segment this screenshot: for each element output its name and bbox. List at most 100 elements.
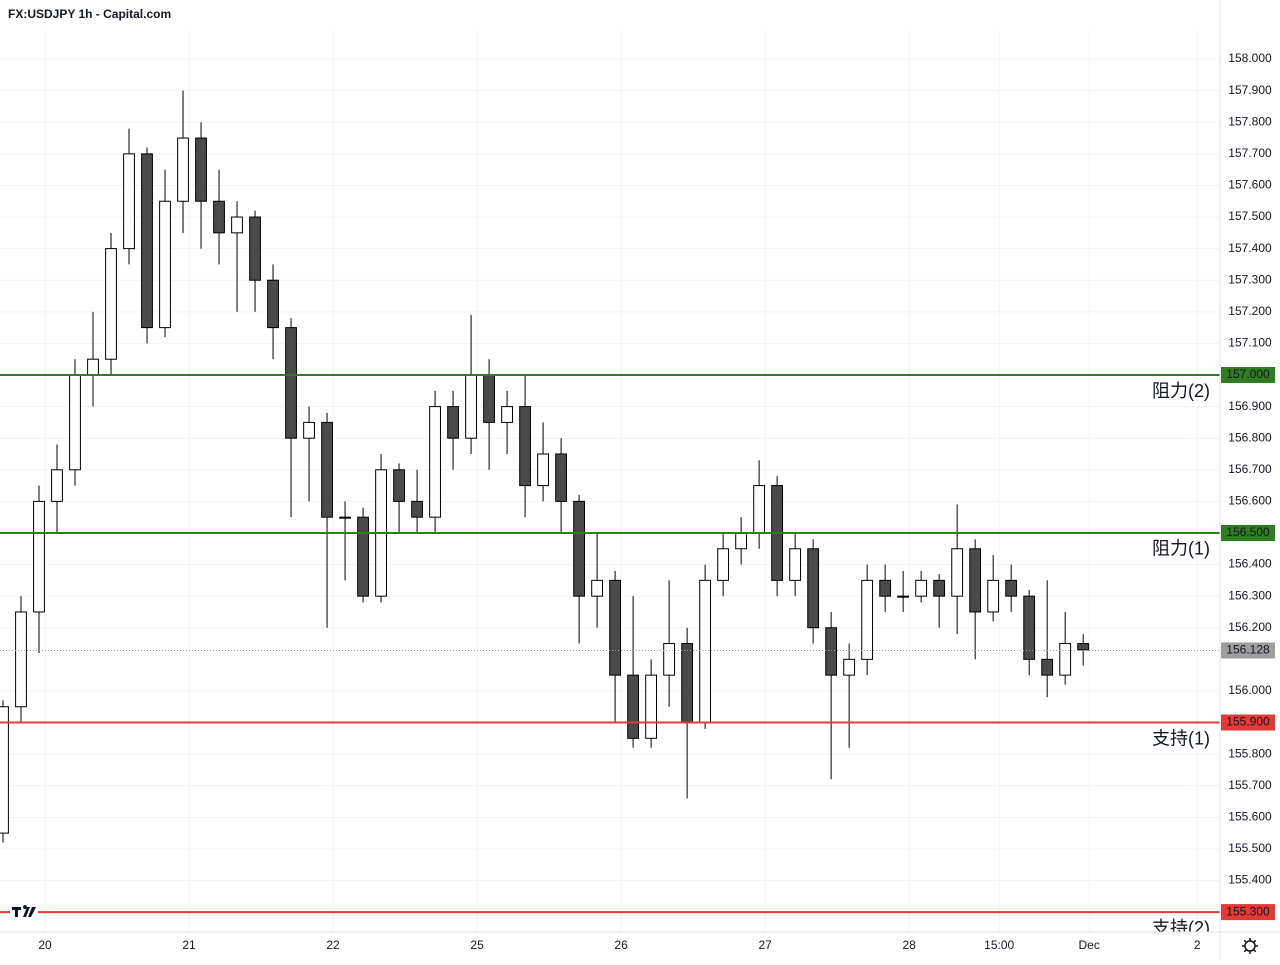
candle-body (609, 579, 622, 676)
candle-body (969, 548, 982, 613)
candle-body (321, 421, 333, 518)
candle-body (897, 595, 910, 598)
candle-body (501, 406, 513, 423)
y-tick-label: 156.400 (1228, 557, 1272, 571)
candle-body (735, 532, 748, 550)
candle-body (987, 579, 1000, 613)
candle-body (285, 327, 297, 439)
candle-body (465, 374, 477, 439)
x-tick-label: 27 (758, 938, 772, 952)
level-name: 阻力(2) (1152, 381, 1210, 401)
candle-body (483, 374, 495, 423)
y-tick-label: 157.200 (1228, 304, 1272, 318)
candle-body (663, 643, 676, 676)
x-tick-label: 25 (470, 938, 484, 952)
plot-area: 阻力(2) 阻力(1) 支持(1) 支持(2) (0, 90, 1220, 938)
y-tick-label: 157.900 (1228, 83, 1272, 97)
level-badge-label: 155.300 (1226, 904, 1270, 918)
y-tick-label: 156.200 (1228, 620, 1272, 634)
candle-body (627, 674, 640, 739)
candle-body (519, 406, 531, 487)
axes: 155.400 155.500 155.600 155.700 155.800 156.0… (38, 51, 1275, 952)
candle-body (1005, 579, 1018, 597)
candle-body (861, 579, 874, 660)
x-tick-label: 28 (902, 938, 916, 952)
y-tick-label: 157.400 (1228, 241, 1272, 255)
candle-body (879, 579, 892, 597)
candle-body (537, 453, 549, 487)
chart-title: FX:USDJPY 1h - Capital.com (8, 7, 171, 21)
last-price-badge (1221, 642, 1275, 659)
level-badge-label: 156.500 (1226, 525, 1270, 539)
candle-body (1059, 643, 1072, 676)
y-tick-label: 155.700 (1228, 778, 1272, 792)
candle-body (411, 500, 423, 518)
x-tick-label: Dec (1079, 938, 1100, 952)
candle-body (267, 279, 279, 329)
candle-body (69, 374, 81, 471)
candle-body (645, 674, 658, 739)
y-tick-label: 157.100 (1228, 336, 1272, 350)
candle-body (213, 200, 225, 234)
candle-body (87, 358, 99, 376)
y-tick-label: 156.000 (1228, 683, 1272, 697)
level-name: 支持(1) (1152, 728, 1210, 748)
x-tick-label: 21 (182, 938, 196, 952)
candle-body (789, 548, 802, 581)
gear-teeth[interactable] (1242, 938, 1258, 954)
candle-body (393, 469, 405, 502)
candle-body (33, 500, 45, 613)
x-tick-label: 2 (1194, 938, 1201, 952)
x-tick-label: 20 (38, 938, 52, 952)
level-badge (1221, 524, 1275, 541)
level-badge-label: 155.900 (1226, 715, 1270, 729)
y-tick-label: 156.900 (1228, 399, 1272, 413)
candle-body (303, 421, 315, 439)
y-tick-label: 155.400 (1228, 873, 1272, 887)
y-tick-label: 156.700 (1228, 462, 1272, 476)
tv-logo (10, 903, 38, 919)
level-badge (1221, 714, 1275, 731)
candle-body (933, 579, 946, 597)
candle-body (195, 137, 207, 202)
candle-body (1023, 595, 1036, 660)
candle-body (249, 216, 261, 281)
candle-body (105, 248, 117, 360)
y-tick-label: 157.300 (1228, 272, 1272, 286)
candle-body (429, 406, 441, 518)
y-tick-label: 157.600 (1228, 178, 1272, 192)
y-tick-label: 158.000 (1228, 51, 1272, 65)
candle-body (807, 548, 820, 629)
y-tick-label: 157.700 (1228, 146, 1272, 160)
y-tick-label: 156.600 (1228, 494, 1272, 508)
last-price-label: 156.128 (1226, 643, 1270, 657)
candle-body (825, 627, 838, 676)
candle-body (141, 153, 153, 329)
candle-body (15, 611, 27, 708)
level-name: 支持(2) (1152, 918, 1210, 938)
y-tick-label: 155.600 (1228, 809, 1272, 823)
candle-body (357, 516, 369, 597)
candle-body (843, 658, 856, 676)
candle-body (123, 153, 135, 250)
logo (12, 905, 36, 917)
candle-body (915, 579, 928, 597)
y-tick-label: 157.800 (1228, 114, 1272, 128)
candle-body (1077, 643, 1090, 651)
settings-button[interactable] (1242, 938, 1258, 954)
level-badge (1221, 904, 1275, 921)
level-badge-label: 157.000 (1226, 367, 1270, 381)
x-tick-label: 15:00 (984, 938, 1014, 952)
y-tick-label: 156.300 (1228, 588, 1272, 602)
candle-body (753, 485, 766, 534)
x-tick-label: 26 (614, 938, 628, 952)
candle-body (51, 469, 63, 502)
candle-body (231, 216, 243, 234)
candle-body (573, 500, 585, 597)
candle-body (339, 516, 351, 519)
candle-body (681, 643, 694, 724)
y-tick-label: 156.800 (1228, 430, 1272, 444)
grid (0, 30, 1220, 932)
candle-body (699, 579, 712, 724)
